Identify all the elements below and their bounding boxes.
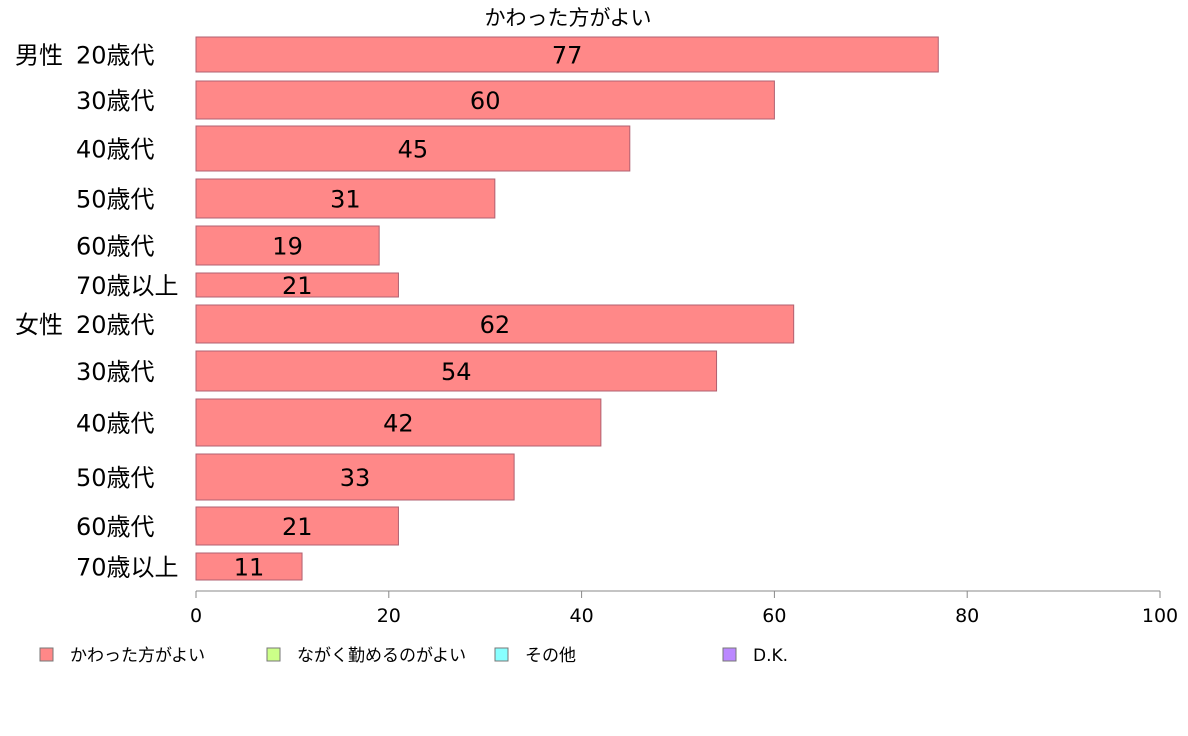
bar [195, 225, 380, 266]
legend-swatch [39, 647, 54, 662]
bar-value-label: 31 [330, 186, 361, 214]
legend-label: D.K. [753, 646, 788, 666]
category-label: 50歳代 [76, 464, 155, 492]
bar-value-label: 11 [234, 554, 265, 582]
x-tick-label: 60 [762, 605, 786, 627]
bar-value-label: 54 [441, 358, 472, 386]
bar-value-label: 21 [282, 272, 313, 300]
bar-value-label: 19 [272, 233, 303, 261]
bar [195, 398, 602, 447]
legend: かわった方がよい ながく勤めるのがよい その他 D.K. [39, 646, 788, 666]
bar-value-label: 77 [552, 42, 583, 70]
bar [195, 506, 399, 546]
group-label: 女性 [15, 311, 63, 339]
x-axis: 0 20 40 60 80 100 [190, 590, 1178, 627]
bar [195, 552, 303, 581]
bar [195, 178, 496, 219]
legend-label: かわった方がよい [70, 646, 205, 666]
category-label: 70歳以上 [76, 272, 179, 300]
legend-swatch [266, 647, 281, 662]
bar [195, 36, 939, 73]
legend-swatch [722, 647, 737, 662]
category-label: 60歳代 [76, 513, 155, 541]
bar-value-label: 33 [340, 464, 371, 492]
chart-title: かわった方がよい [485, 6, 652, 30]
legend-label: ながく勤めるのがよい [297, 646, 466, 666]
bar [195, 80, 775, 120]
category-label: 50歳代 [76, 186, 155, 214]
bar [195, 304, 795, 344]
x-tick-label: 40 [570, 605, 594, 627]
category-label: 60歳代 [76, 233, 155, 261]
legend-swatch [494, 647, 509, 662]
category-label: 30歳代 [76, 87, 155, 115]
bars-layer: 7720歳代男性6030歳代4540歳代3150歳代1960歳代2170歳以上6… [15, 36, 939, 582]
bar-value-label: 42 [383, 410, 414, 438]
x-tick-label: 80 [955, 605, 979, 627]
legend-label: その他 [525, 646, 576, 666]
group-label: 男性 [15, 42, 63, 70]
bar-value-label: 62 [480, 311, 511, 339]
bar-value-label: 45 [398, 136, 429, 164]
category-label: 40歳代 [76, 410, 155, 438]
x-tick-label: 100 [1142, 605, 1178, 627]
category-label: 30歳代 [76, 358, 155, 386]
bar [195, 453, 515, 501]
category-label: 20歳代 [76, 42, 155, 70]
x-tick-label: 0 [190, 605, 202, 627]
bar [195, 272, 399, 298]
bar [195, 350, 718, 392]
x-tick-label: 20 [377, 605, 401, 627]
bar [195, 125, 631, 172]
bar-value-label: 21 [282, 513, 313, 541]
category-label: 70歳以上 [76, 554, 179, 582]
category-label: 40歳代 [76, 136, 155, 164]
category-label: 20歳代 [76, 311, 155, 339]
bar-value-label: 60 [470, 87, 501, 115]
